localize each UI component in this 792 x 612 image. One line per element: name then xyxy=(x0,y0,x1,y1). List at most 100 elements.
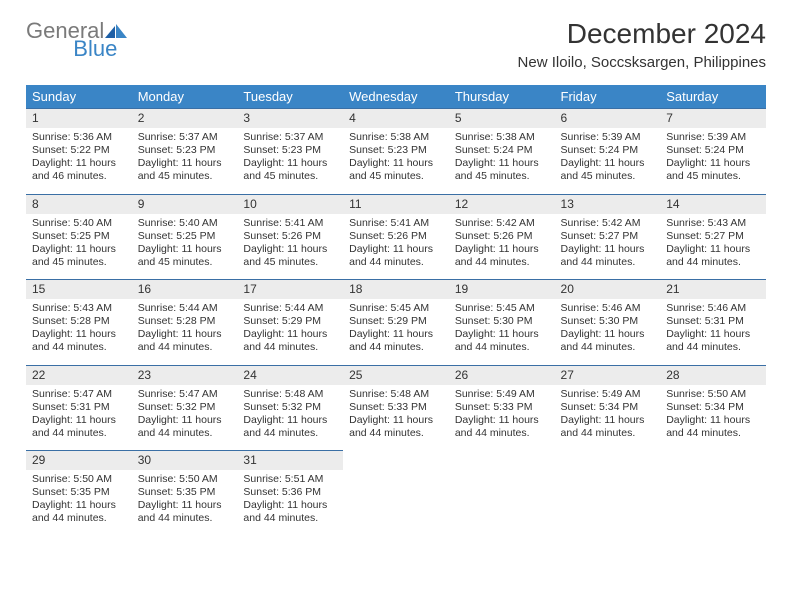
sunrise-text: Sunrise: 5:37 AM xyxy=(243,131,337,144)
daylight-text: and 45 minutes. xyxy=(138,170,232,183)
daylight-text: Daylight: 11 hours xyxy=(138,499,232,512)
sunrise-text: Sunrise: 5:44 AM xyxy=(243,302,337,315)
day-cell: Sunrise: 5:43 AMSunset: 5:28 PMDaylight:… xyxy=(26,299,132,365)
daylight-text: and 44 minutes. xyxy=(455,427,549,440)
daylight-text: and 44 minutes. xyxy=(243,427,337,440)
sunrise-text: Sunrise: 5:45 AM xyxy=(455,302,549,315)
page-header: General Blue December 2024 New Iloilo, S… xyxy=(0,0,792,79)
daylight-text: and 44 minutes. xyxy=(561,256,655,269)
day-content-row: Sunrise: 5:50 AMSunset: 5:35 PMDaylight:… xyxy=(26,470,766,536)
daylight-text: Daylight: 11 hours xyxy=(32,157,126,170)
weekday-header: Sunday xyxy=(26,85,132,109)
day-number: 8 xyxy=(26,194,132,214)
sunrise-text: Sunrise: 5:48 AM xyxy=(349,388,443,401)
sunrise-text: Sunrise: 5:36 AM xyxy=(32,131,126,144)
daylight-text: Daylight: 11 hours xyxy=(32,243,126,256)
sunrise-text: Sunrise: 5:42 AM xyxy=(561,217,655,230)
day-number: 6 xyxy=(555,109,661,129)
sunrise-text: Sunrise: 5:38 AM xyxy=(455,131,549,144)
sunrise-text: Sunrise: 5:41 AM xyxy=(243,217,337,230)
daylight-text: Daylight: 11 hours xyxy=(32,414,126,427)
day-number: 11 xyxy=(343,194,449,214)
sunset-text: Sunset: 5:32 PM xyxy=(138,401,232,414)
daylight-text: Daylight: 11 hours xyxy=(349,328,443,341)
daylight-text: and 45 minutes. xyxy=(32,256,126,269)
day-number-row: 293031 xyxy=(26,451,766,471)
day-number: 18 xyxy=(343,280,449,300)
day-cell: Sunrise: 5:47 AMSunset: 5:32 PMDaylight:… xyxy=(132,385,238,451)
daylight-text: Daylight: 11 hours xyxy=(455,243,549,256)
day-cell: Sunrise: 5:48 AMSunset: 5:32 PMDaylight:… xyxy=(237,385,343,451)
daylight-text: and 44 minutes. xyxy=(32,341,126,354)
sunset-text: Sunset: 5:34 PM xyxy=(666,401,760,414)
daylight-text: Daylight: 11 hours xyxy=(138,243,232,256)
day-number: 13 xyxy=(555,194,661,214)
day-number: 15 xyxy=(26,280,132,300)
sunrise-text: Sunrise: 5:37 AM xyxy=(138,131,232,144)
sunrise-text: Sunrise: 5:40 AM xyxy=(138,217,232,230)
day-cell: Sunrise: 5:40 AMSunset: 5:25 PMDaylight:… xyxy=(26,214,132,280)
sunset-text: Sunset: 5:23 PM xyxy=(138,144,232,157)
day-number: 5 xyxy=(449,109,555,129)
daylight-text: and 45 minutes. xyxy=(243,170,337,183)
day-cell: Sunrise: 5:39 AMSunset: 5:24 PMDaylight:… xyxy=(555,128,661,194)
sunset-text: Sunset: 5:25 PM xyxy=(138,230,232,243)
day-cell: Sunrise: 5:50 AMSunset: 5:35 PMDaylight:… xyxy=(132,470,238,536)
day-cell: Sunrise: 5:47 AMSunset: 5:31 PMDaylight:… xyxy=(26,385,132,451)
daylight-text: and 44 minutes. xyxy=(455,256,549,269)
day-cell: Sunrise: 5:45 AMSunset: 5:29 PMDaylight:… xyxy=(343,299,449,365)
sunrise-text: Sunrise: 5:50 AM xyxy=(666,388,760,401)
daylight-text: and 45 minutes. xyxy=(455,170,549,183)
day-number: 14 xyxy=(660,194,766,214)
daylight-text: and 45 minutes. xyxy=(243,256,337,269)
day-number: 10 xyxy=(237,194,343,214)
daylight-text: Daylight: 11 hours xyxy=(138,157,232,170)
daylight-text: Daylight: 11 hours xyxy=(32,499,126,512)
sunrise-text: Sunrise: 5:43 AM xyxy=(32,302,126,315)
sunrise-text: Sunrise: 5:40 AM xyxy=(32,217,126,230)
day-number: 17 xyxy=(237,280,343,300)
daylight-text: and 44 minutes. xyxy=(349,256,443,269)
sunset-text: Sunset: 5:35 PM xyxy=(138,486,232,499)
sunset-text: Sunset: 5:33 PM xyxy=(455,401,549,414)
sunset-text: Sunset: 5:24 PM xyxy=(561,144,655,157)
day-cell: Sunrise: 5:51 AMSunset: 5:36 PMDaylight:… xyxy=(237,470,343,536)
logo-sail-icon xyxy=(105,18,127,32)
sunset-text: Sunset: 5:31 PM xyxy=(666,315,760,328)
sunset-text: Sunset: 5:28 PM xyxy=(138,315,232,328)
sunrise-text: Sunrise: 5:49 AM xyxy=(455,388,549,401)
sunset-text: Sunset: 5:36 PM xyxy=(243,486,337,499)
day-cell: Sunrise: 5:41 AMSunset: 5:26 PMDaylight:… xyxy=(237,214,343,280)
sunset-text: Sunset: 5:29 PM xyxy=(243,315,337,328)
day-cell: Sunrise: 5:50 AMSunset: 5:35 PMDaylight:… xyxy=(26,470,132,536)
day-number: 1 xyxy=(26,109,132,129)
daylight-text: Daylight: 11 hours xyxy=(243,499,337,512)
day-number: 3 xyxy=(237,109,343,129)
sunrise-text: Sunrise: 5:48 AM xyxy=(243,388,337,401)
daylight-text: Daylight: 11 hours xyxy=(561,157,655,170)
day-number: 20 xyxy=(555,280,661,300)
day-number: 9 xyxy=(132,194,238,214)
sunrise-text: Sunrise: 5:45 AM xyxy=(349,302,443,315)
daylight-text: Daylight: 11 hours xyxy=(561,414,655,427)
daylight-text: and 44 minutes. xyxy=(455,341,549,354)
sunset-text: Sunset: 5:26 PM xyxy=(455,230,549,243)
sunset-text: Sunset: 5:30 PM xyxy=(455,315,549,328)
daylight-text: and 46 minutes. xyxy=(32,170,126,183)
sunset-text: Sunset: 5:29 PM xyxy=(349,315,443,328)
sunrise-text: Sunrise: 5:42 AM xyxy=(455,217,549,230)
daylight-text: and 44 minutes. xyxy=(666,256,760,269)
weekday-header: Thursday xyxy=(449,85,555,109)
daylight-text: and 44 minutes. xyxy=(243,341,337,354)
sunset-text: Sunset: 5:27 PM xyxy=(561,230,655,243)
day-cell: Sunrise: 5:40 AMSunset: 5:25 PMDaylight:… xyxy=(132,214,238,280)
sunset-text: Sunset: 5:26 PM xyxy=(349,230,443,243)
day-number: 25 xyxy=(343,365,449,385)
sunrise-text: Sunrise: 5:50 AM xyxy=(32,473,126,486)
sunset-text: Sunset: 5:30 PM xyxy=(561,315,655,328)
sunrise-text: Sunrise: 5:50 AM xyxy=(138,473,232,486)
sunset-text: Sunset: 5:23 PM xyxy=(243,144,337,157)
daylight-text: Daylight: 11 hours xyxy=(138,414,232,427)
day-number: 12 xyxy=(449,194,555,214)
daylight-text: and 44 minutes. xyxy=(349,341,443,354)
